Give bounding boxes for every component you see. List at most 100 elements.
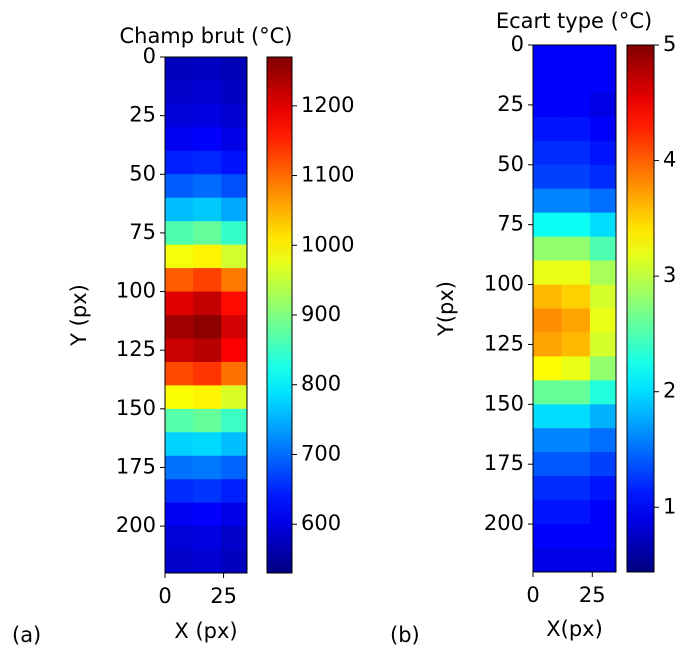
heatmap-cell <box>561 428 591 453</box>
heatmap-cell <box>165 244 194 269</box>
heatmap-cell <box>589 524 617 549</box>
heatmap-cell <box>221 315 248 339</box>
panel-label: (a) <box>12 623 41 647</box>
heatmap-cell <box>165 338 194 363</box>
heatmap-cell <box>533 260 562 286</box>
colorbar-tick-label: 800 <box>301 372 341 396</box>
heatmap-cell <box>165 150 194 175</box>
y-tick-label: 0 <box>511 32 524 56</box>
y-tick-label: 100 <box>484 272 524 296</box>
heatmap-cell <box>165 432 194 457</box>
heatmap-cell <box>193 150 222 175</box>
heatmap-cell <box>589 332 617 357</box>
heatmap-cell <box>221 150 248 175</box>
heatmap-cell <box>165 57 194 81</box>
colorbar-tick-label: 1100 <box>301 163 354 187</box>
y-axis-label: Y (px) <box>67 284 91 347</box>
heatmap-cell <box>165 127 194 152</box>
heatmap-cell <box>533 188 562 214</box>
heatmap-cell <box>193 549 222 574</box>
heatmap-cell <box>561 236 591 262</box>
heatmap-cell <box>193 408 222 433</box>
heatmap-cell <box>193 526 222 551</box>
heatmap-cell <box>561 452 591 477</box>
y-tick-label: 125 <box>116 337 156 361</box>
heatmap-cell <box>533 68 562 94</box>
y-tick-label: 200 <box>484 511 524 535</box>
heatmap-cell <box>561 45 591 70</box>
colorbar <box>266 56 293 574</box>
heatmap-cell <box>165 174 194 199</box>
x-tick-label: 0 <box>526 583 539 607</box>
y-tick-label: 175 <box>484 451 524 475</box>
heatmap-cell <box>561 188 591 214</box>
colorbar-tick-label: 4 <box>663 148 676 172</box>
heatmap-cell <box>165 221 194 246</box>
heatmap-cell <box>533 356 562 381</box>
heatmap-cell <box>589 452 617 477</box>
heatmap-cell <box>533 476 562 501</box>
heatmap-cell <box>589 380 617 405</box>
heatmap-cell <box>589 68 617 94</box>
heatmap-cell <box>221 432 248 457</box>
heatmap-cell <box>589 164 617 190</box>
heatmap-cell <box>589 140 617 166</box>
heatmap-cell <box>221 127 248 152</box>
heatmap-cell <box>193 268 222 293</box>
heatmap-cell <box>165 526 194 551</box>
heatmap-cell <box>221 455 248 480</box>
heatmap-cell <box>533 236 562 262</box>
colorbar-tick-label: 700 <box>301 441 341 465</box>
heatmap-cell <box>193 197 222 222</box>
heatmap-cell <box>589 188 617 214</box>
colorbar <box>626 44 655 573</box>
heatmap-cell <box>165 315 194 339</box>
heatmap-cell <box>165 455 194 480</box>
y-tick-label: 50 <box>129 161 156 185</box>
heatmap-cell <box>533 404 562 429</box>
y-tick-label: 150 <box>116 396 156 420</box>
heatmap-cell <box>165 103 194 128</box>
heatmap-cell <box>533 548 562 573</box>
heatmap-cell <box>221 174 248 199</box>
heatmap-cell <box>221 385 248 410</box>
heatmap-cell <box>193 291 222 316</box>
colorbar-tick-label: 900 <box>301 302 341 326</box>
heatmap-cell <box>561 284 591 309</box>
heatmap-cell <box>193 315 222 339</box>
heatmap-cell <box>221 338 248 363</box>
y-tick-label: 100 <box>116 279 156 303</box>
heatmap-cell <box>533 332 562 357</box>
heatmap-cell <box>533 116 562 142</box>
x-axis-label: X (px) <box>174 619 237 643</box>
heatmap-cell <box>533 452 562 477</box>
y-tick-label: 25 <box>129 103 156 127</box>
heatmap-cell <box>165 479 194 504</box>
heatmap-cell <box>165 197 194 222</box>
heatmap-cell <box>193 338 222 363</box>
x-tick-label: 25 <box>210 584 237 608</box>
chart-title: Ecart type (°C) <box>496 9 652 33</box>
heatmap-cell <box>221 502 248 527</box>
heatmap-cell <box>561 380 591 405</box>
heatmap-cell <box>221 57 248 81</box>
heatmap-cell <box>561 548 591 573</box>
heatmap-cell <box>165 80 194 105</box>
x-tick-label: 0 <box>158 584 171 608</box>
heatmap-cell <box>589 404 617 429</box>
y-axis-label: Y(px) <box>434 281 458 337</box>
heatmap-cell <box>533 428 562 453</box>
heatmap-cell <box>561 332 591 357</box>
heatmap-cell <box>193 221 222 246</box>
colorbar-tick-label: 2 <box>663 379 676 403</box>
heatmap-cell <box>221 197 248 222</box>
heatmap-cell <box>589 500 617 525</box>
heatmap-cell <box>589 548 617 573</box>
heatmap-cell <box>561 92 591 118</box>
heatmap-cell <box>165 408 194 433</box>
plot-frame <box>164 56 248 574</box>
heatmap-cell <box>561 500 591 525</box>
heatmap-cell <box>193 502 222 527</box>
colorbar-tick-label: 3 <box>663 263 676 287</box>
heatmap-cell <box>193 57 222 81</box>
